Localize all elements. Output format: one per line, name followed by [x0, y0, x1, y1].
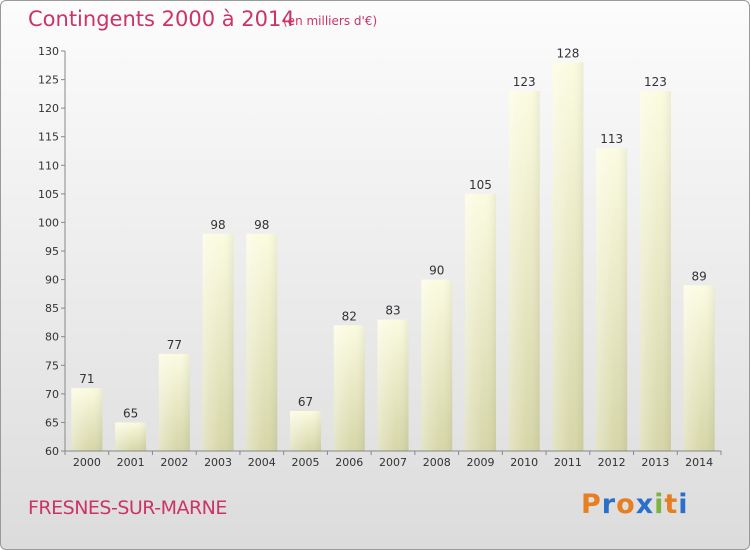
x-tick-label: 2009	[466, 456, 494, 469]
y-tick-label: 75	[45, 359, 59, 372]
bar-value-label: 128	[556, 46, 579, 60]
x-tick-label: 2007	[379, 456, 407, 469]
x-tick-label: 2011	[554, 456, 582, 469]
bar-value-label: 90	[429, 264, 444, 278]
bar-shade	[115, 422, 147, 451]
bar-shade	[639, 91, 671, 451]
x-axis: 2000 2001 2002 2003 2004 2005 2006 2007 2008 2009…	[64, 450, 722, 469]
y-tick-label: 120	[38, 102, 59, 115]
y-tick-label: 110	[38, 159, 59, 172]
x-tick-label: 2000	[73, 456, 101, 469]
bar-value-label: 113	[600, 132, 623, 146]
y-tick-label: 100	[38, 216, 59, 229]
bar-value-label: 83	[385, 304, 400, 318]
bar-value-label: 105	[469, 178, 492, 192]
bar-shade	[552, 62, 584, 452]
bar-shade	[246, 233, 278, 451]
y-tick-label: 125	[38, 74, 59, 87]
x-tick-label: 2002	[160, 456, 188, 469]
x-tick-label: 2004	[248, 456, 276, 469]
bar-value-label: 82	[342, 309, 357, 323]
x-tick-label: 2001	[117, 456, 145, 469]
y-tick-label: 130	[38, 45, 59, 58]
y-tick-label: 85	[45, 302, 59, 315]
bar-shade	[421, 279, 453, 451]
chart-title: Contingents 2000 à 2014	[28, 7, 295, 31]
x-tick-label: 2006	[335, 456, 363, 469]
bar-shade	[202, 233, 234, 451]
bar-shade	[464, 193, 496, 451]
bar-shade	[508, 91, 540, 451]
bar-shade	[596, 148, 628, 451]
bar-value-label: 123	[644, 75, 667, 89]
bar-value-label: 98	[210, 218, 225, 232]
x-tick-label: 2012	[598, 456, 626, 469]
y-axis: 60 65 70 75 80 85 90 95 100 105 110 115 120 125 130	[38, 45, 66, 458]
y-tick-label: 115	[38, 131, 59, 144]
x-tick-label: 2013	[641, 456, 669, 469]
y-tick-label: 95	[45, 245, 59, 258]
bars: 71 65 77 98 98 67 82 83 90 105 123 128 113 123 89	[71, 46, 715, 452]
bar-shade	[377, 319, 409, 451]
y-tick-label: 90	[45, 274, 59, 287]
bar-shade	[290, 411, 322, 451]
chart-subtitle: (en milliers d'€)	[283, 14, 378, 28]
bar-value-label: 67	[298, 395, 313, 409]
x-tick-label: 2005	[292, 456, 320, 469]
y-tick-label: 60	[45, 445, 59, 458]
bar-value-label: 98	[254, 218, 269, 232]
proxiti-logo: Proxiti	[581, 489, 689, 520]
y-tick-label: 65	[45, 416, 59, 429]
x-tick-label: 2010	[510, 456, 538, 469]
y-tick-label: 80	[45, 331, 59, 344]
bar-value-label: 71	[79, 372, 94, 386]
x-tick-label: 2008	[423, 456, 451, 469]
bar-value-label: 123	[513, 75, 536, 89]
bar-shade	[71, 388, 103, 451]
y-tick-label: 70	[45, 388, 59, 401]
commune-name: FRESNES-SUR-MARNE	[28, 497, 227, 519]
bar-shade	[333, 325, 365, 451]
bar-value-label: 65	[123, 406, 138, 420]
bar-value-label: 89	[691, 269, 706, 283]
y-tick-label: 105	[38, 188, 59, 201]
x-tick-label: 2003	[204, 456, 232, 469]
bar-shade	[158, 353, 190, 451]
bar-shade	[683, 285, 715, 451]
bar-value-label: 77	[167, 338, 182, 352]
x-tick-label: 2014	[685, 456, 713, 469]
